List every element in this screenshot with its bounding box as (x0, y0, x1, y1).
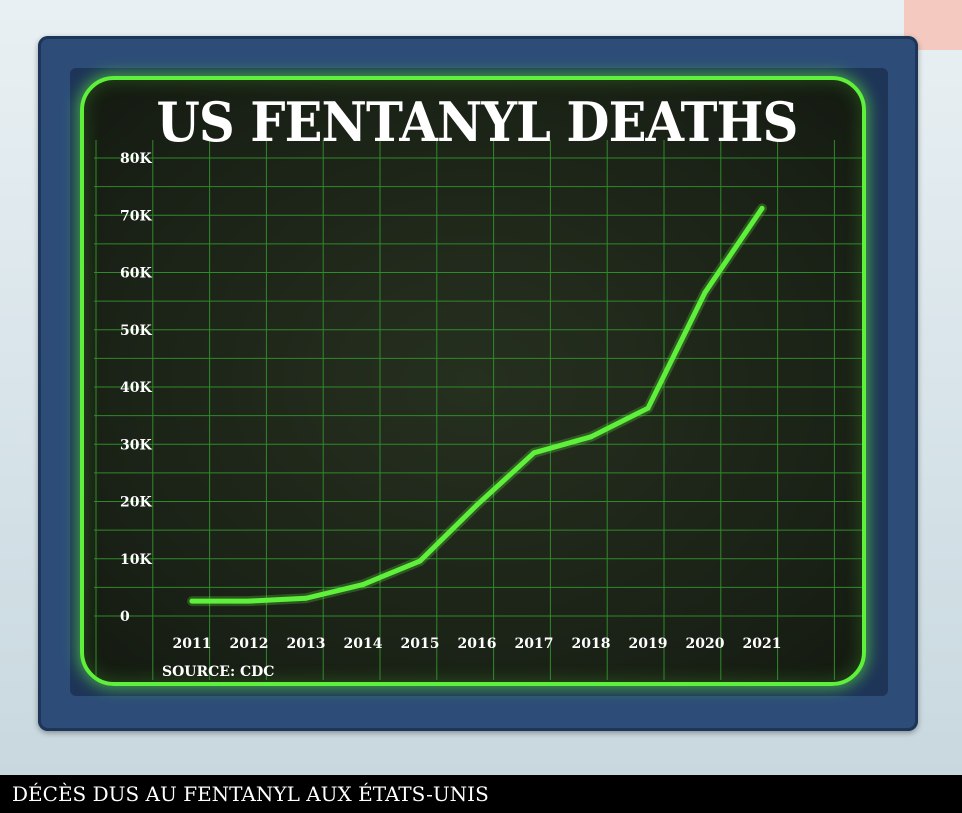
x-tick-label: 2014 (344, 636, 383, 652)
data-point (645, 405, 651, 411)
data-point (474, 502, 480, 508)
y-tick-label: 50K (120, 323, 152, 339)
y-tick-label: 20K (120, 495, 152, 511)
data-point (360, 582, 366, 588)
y-tick-label: 80K (120, 151, 152, 167)
monitor-screen: 0 10K 20K 30K 40K 50K 60K 70K 80K 2011 2012 2013 20… (80, 76, 866, 686)
series (187, 203, 767, 607)
data-point (759, 205, 765, 211)
x-tick-label: 2018 (572, 636, 611, 652)
x-tick-label: 2013 (287, 636, 326, 652)
x-tick-label: 2016 (458, 636, 497, 652)
data-point (531, 450, 537, 456)
series-line-glow (187, 203, 767, 607)
y-tick-label: 70K (120, 208, 152, 224)
x-axis-ticks: 2011 2012 2013 2014 2015 2016 2017 2018 2019 2020… (173, 636, 782, 652)
y-tick-label: 60K (120, 266, 152, 282)
x-tick-label: 2011 (173, 636, 212, 652)
y-tick-label: 0 (120, 609, 130, 625)
caption-bar: DÉCÈS DUS AU FENTANYL AUX ÉTATS-UNIS (0, 775, 962, 813)
data-point (246, 598, 252, 604)
series-line (189, 205, 765, 604)
source-note: SOURCE: CDC (162, 664, 275, 680)
y-tick-label: 10K (120, 552, 152, 568)
data-point (417, 558, 423, 564)
data-point (303, 595, 309, 601)
x-tick-label: 2015 (401, 636, 440, 652)
y-tick-label: 40K (120, 380, 152, 396)
x-tick-label: 2017 (515, 636, 554, 652)
data-point (189, 598, 195, 604)
data-point (702, 290, 708, 296)
x-tick-label: 2020 (686, 636, 725, 652)
data-point (588, 434, 594, 440)
y-axis-ticks: 0 10K 20K 30K 40K 50K 60K 70K 80K (120, 151, 152, 625)
chart-title: US FENTANYL DEATHS (156, 90, 799, 154)
x-tick-label: 2012 (230, 636, 269, 652)
y-tick-label: 30K (120, 437, 152, 453)
x-tick-label: 2019 (629, 636, 668, 652)
x-tick-label: 2021 (743, 636, 782, 652)
grid (94, 140, 862, 680)
caption-text: DÉCÈS DUS AU FENTANYL AUX ÉTATS-UNIS (12, 782, 489, 806)
